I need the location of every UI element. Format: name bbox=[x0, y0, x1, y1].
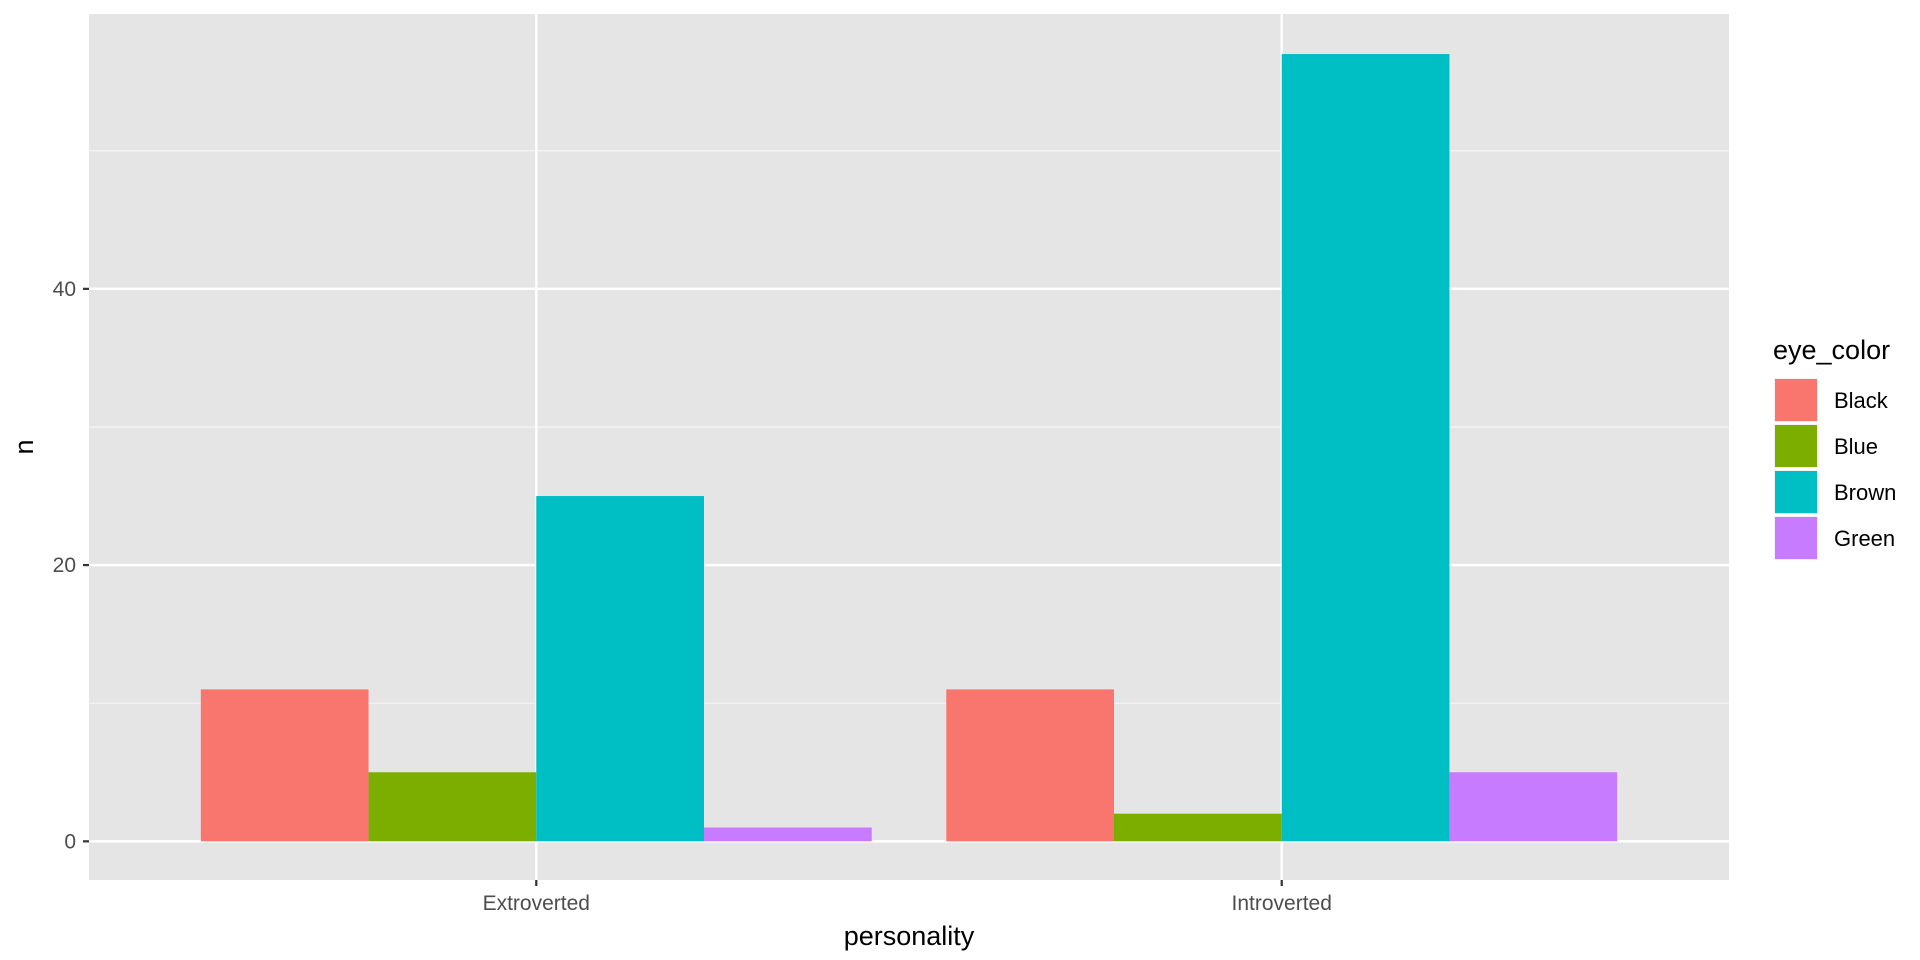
legend-swatch-brown bbox=[1775, 471, 1817, 513]
bar-extroverted-brown bbox=[536, 496, 704, 842]
x-axis-title: personality bbox=[844, 921, 975, 951]
legend-label-blue: Blue bbox=[1834, 434, 1878, 459]
legend-label-brown: Brown bbox=[1834, 480, 1896, 505]
legend-swatch-blue bbox=[1775, 425, 1817, 467]
legend: eye_color Black Blue Brown Green bbox=[1773, 335, 1896, 560]
legend-title: eye_color bbox=[1773, 335, 1890, 365]
y-tick-label: 40 bbox=[53, 278, 76, 301]
legend-label-black: Black bbox=[1834, 388, 1889, 413]
bar-introverted-black bbox=[946, 689, 1114, 842]
x-tick-label: Extroverted bbox=[483, 892, 590, 915]
bar-extroverted-blue bbox=[368, 772, 537, 842]
bar-introverted-blue bbox=[1114, 813, 1282, 842]
legend-label-green: Green bbox=[1834, 526, 1895, 551]
bar-extroverted-black bbox=[200, 689, 369, 842]
y-tick-label: 0 bbox=[64, 830, 76, 853]
x-tick-label: Introverted bbox=[1232, 892, 1332, 915]
legend-swatch-black bbox=[1775, 379, 1817, 421]
legend-swatch-green bbox=[1775, 517, 1817, 559]
axes-layer: 0 20 40 Extroverted Introverted bbox=[53, 278, 1332, 915]
bar-introverted-green bbox=[1449, 772, 1618, 842]
bars-layer bbox=[200, 54, 1618, 842]
y-axis-title: n bbox=[9, 439, 39, 454]
bar-introverted-brown bbox=[1281, 54, 1450, 842]
y-tick-label: 20 bbox=[53, 554, 76, 577]
bar-extroverted-green bbox=[704, 827, 872, 842]
